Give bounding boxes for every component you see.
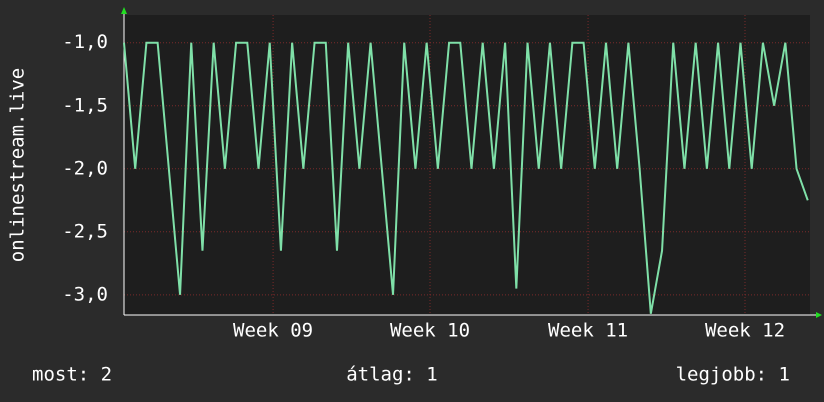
y-tick-label: -2,5 (62, 220, 108, 242)
y-tick-label: -1,0 (62, 31, 108, 53)
y-axis-label: onlinestream.live (7, 68, 29, 262)
plot-area (124, 15, 810, 315)
footer-stat: most: 2 (32, 364, 112, 386)
y-tick-label: -3,0 (62, 283, 108, 305)
x-tick-label: Week 12 (705, 320, 785, 342)
x-tick-label: Week 11 (548, 320, 628, 342)
y-tick-label: -2,0 (62, 157, 108, 179)
footer-stat: átlag: 1 (346, 364, 438, 386)
footer-stat: legjobb: 1 (676, 364, 790, 386)
x-tick-label: Week 09 (233, 320, 313, 342)
x-tick-label: Week 10 (390, 320, 470, 342)
data-line (123, 41, 809, 314)
y-tick-label: -1,5 (62, 94, 108, 116)
x-arrow (816, 312, 822, 318)
y-arrow (121, 7, 127, 14)
